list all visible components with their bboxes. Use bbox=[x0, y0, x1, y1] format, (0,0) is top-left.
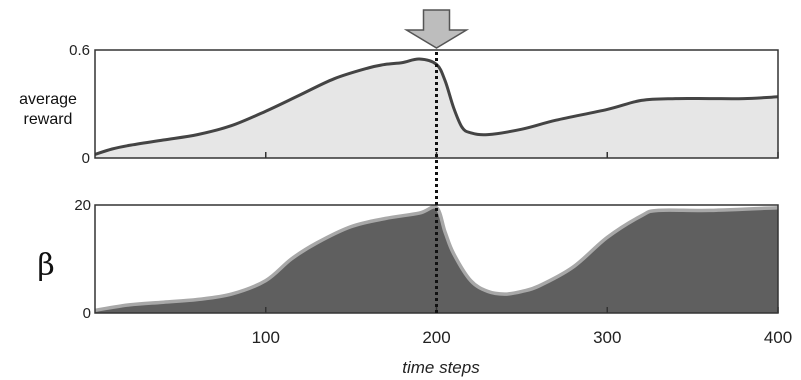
down-arrow-icon bbox=[403, 9, 470, 49]
x-tick-label: 200 bbox=[422, 328, 450, 347]
reward-panel: 0.6 0 average reward bbox=[19, 42, 779, 167]
beta-ylabel: β bbox=[37, 248, 54, 283]
reward-ylabel-line1: average bbox=[19, 91, 77, 108]
reward-ytick-top: 0.6 bbox=[69, 42, 90, 59]
reward-ylabel-line2: reward bbox=[24, 111, 73, 128]
reward-ytick-bottom: 0 bbox=[82, 150, 90, 167]
beta-panel: 20 0 β bbox=[37, 197, 779, 322]
beta-area bbox=[95, 206, 778, 313]
beta-ytick-top: 20 bbox=[74, 197, 91, 214]
beta-ytick-bottom: 0 bbox=[83, 305, 91, 322]
x-tick-label: 400 bbox=[764, 328, 792, 347]
x-tick-label: 300 bbox=[593, 328, 621, 347]
beta-line bbox=[94, 205, 779, 313]
x-axis-title: time steps bbox=[402, 358, 480, 377]
x-tick-label: 100 bbox=[252, 328, 280, 347]
x-tick-labels: 100 200 300 400 bbox=[252, 328, 793, 347]
